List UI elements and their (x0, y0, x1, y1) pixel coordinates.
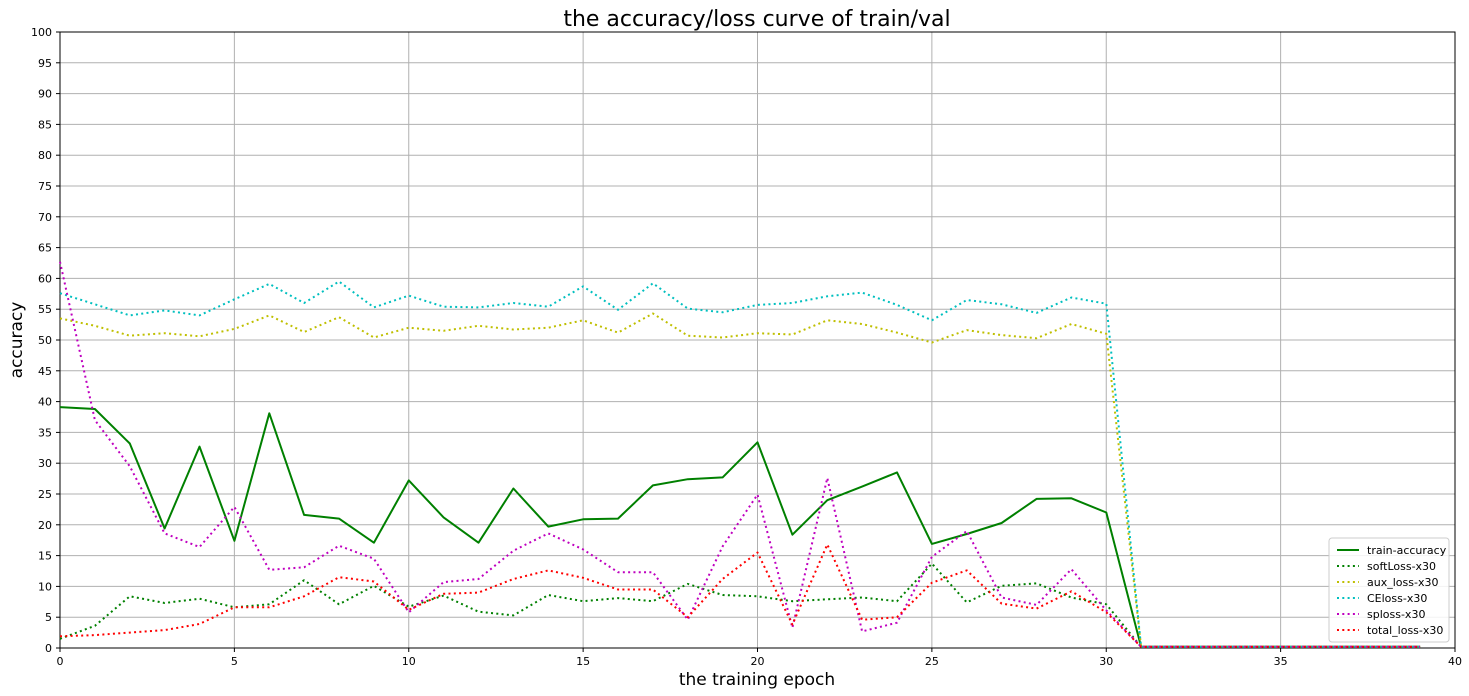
y-tick-label: 50 (38, 334, 52, 347)
y-tick-label: 100 (31, 26, 52, 39)
x-tick-label: 0 (57, 655, 64, 668)
y-tick-label: 55 (38, 303, 52, 316)
series-line-aux_loss-x30 (59, 312, 1421, 648)
y-tick-label: 90 (38, 88, 52, 101)
y-tick-label: 10 (38, 580, 52, 593)
legend-label: train-accuracy (1367, 544, 1447, 557)
y-tick-label: 75 (38, 180, 52, 193)
series-line-softLoss-x30 (59, 562, 1421, 648)
y-tick-label: 85 (38, 118, 52, 131)
legend: train-accuracy softLoss-x30 aux_loss-x30 CE… (1328, 537, 1450, 643)
x-tick-label: 30 (1099, 655, 1113, 668)
legend-label: total_loss-x30 (1367, 624, 1443, 637)
y-tick-label: 5 (45, 611, 52, 624)
x-tick-label: 25 (925, 655, 939, 668)
y-axis-label: accuracy (7, 302, 27, 379)
series-line-total_loss-x30 (59, 543, 1421, 648)
y-tick-label: 80 (38, 149, 52, 162)
y-tick-label: 60 (38, 272, 52, 285)
y-tick-label: 25 (38, 488, 52, 501)
y-tick-label: 40 (38, 396, 52, 409)
grid (59, 31, 1456, 649)
legend-box (1328, 537, 1450, 643)
y-tick-label: 0 (45, 642, 52, 655)
y-tick-label: 70 (38, 211, 52, 224)
legend-label: sploss-x30 (1367, 608, 1425, 621)
chart-title: the accuracy/loss curve of train/val (563, 7, 950, 32)
y-tick-label: 20 (38, 519, 52, 532)
x-tick-label: 5 (231, 655, 238, 668)
y-tick-label: 15 (38, 550, 52, 563)
x-tick-label: 20 (751, 655, 765, 668)
x-tick-label: 15 (576, 655, 590, 668)
legend-label: aux_loss-x30 (1367, 576, 1438, 589)
series-line-sploss-x30 (59, 261, 1421, 648)
series-line-CEloss-x30 (59, 280, 1421, 648)
x-tick-label: 10 (402, 655, 416, 668)
legend-label: CEloss-x30 (1367, 592, 1427, 605)
y-tick-label: 95 (38, 57, 52, 70)
x-axis-label: the training epoch (679, 670, 835, 690)
y-tick-label: 30 (38, 457, 52, 470)
legend-label: softLoss-x30 (1367, 560, 1436, 573)
axis-ticks: 0 5 10 15 20 25 30 35 40 0 5 10 15 20 25 30 35 40 45 50 55 60… (31, 26, 1462, 668)
y-tick-label: 45 (38, 365, 52, 378)
x-tick-label: 40 (1448, 655, 1462, 668)
y-tick-label: 35 (38, 426, 52, 439)
series-line-train-accuracy (59, 406, 1421, 648)
series-lines (59, 261, 1421, 648)
x-tick-label: 35 (1274, 655, 1288, 668)
y-tick-label: 65 (38, 242, 52, 255)
